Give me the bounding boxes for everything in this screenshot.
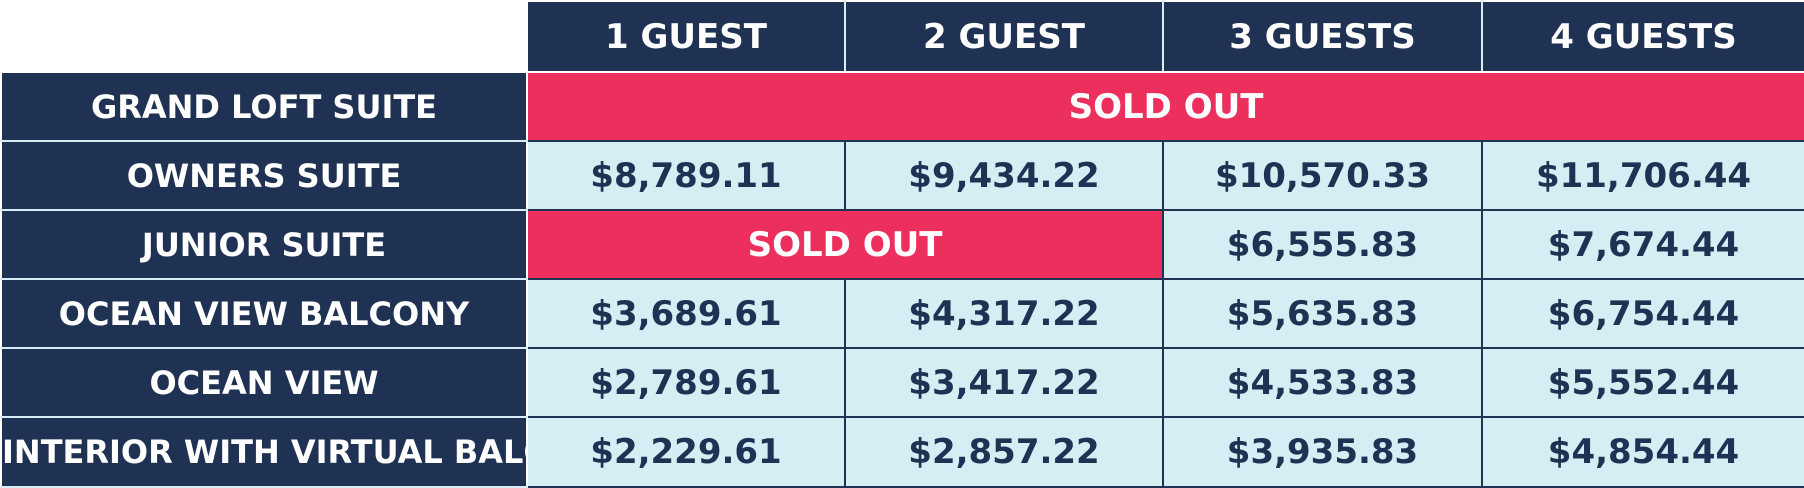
row-header-owners-suite: OWNERS SUITE <box>0 140 528 211</box>
price-cell: $3,689.61 <box>526 278 846 349</box>
column-header-1-guest: 1 GUEST <box>526 0 846 73</box>
column-header-3-guests: 3 GUESTS <box>1162 0 1483 73</box>
price-cell: $6,555.83 <box>1162 209 1483 280</box>
price-cell: $5,552.44 <box>1481 347 1804 418</box>
row-header-grand-loft-suite: GRAND LOFT SUITE <box>0 71 528 142</box>
row-header-junior-suite: JUNIOR SUITE <box>0 209 528 280</box>
price-cell: $2,229.61 <box>526 416 846 488</box>
price-cell: $3,417.22 <box>844 347 1164 418</box>
table-row: OCEAN VIEW BALCONY $3,689.61 $4,317.22 $… <box>0 278 1804 349</box>
price-cell: $2,857.22 <box>844 416 1164 488</box>
header-row: 1 GUEST 2 GUEST 3 GUESTS 4 GUESTS <box>0 0 1804 73</box>
price-cell: $7,674.44 <box>1481 209 1804 280</box>
price-cell: $10,570.33 <box>1162 140 1483 211</box>
table-row: OWNERS SUITE $8,789.11 $9,434.22 $10,570… <box>0 140 1804 211</box>
corner-cell <box>0 0 528 73</box>
column-header-2-guest: 2 GUEST <box>844 0 1164 73</box>
row-header-interior-with-virtual-balcony: INTERIOR WITH VIRTUAL BALCONY <box>0 416 528 488</box>
price-cell: $8,789.11 <box>526 140 846 211</box>
price-cell: $6,754.44 <box>1481 278 1804 349</box>
price-cell: $3,935.83 <box>1162 416 1483 488</box>
price-cell: $4,317.22 <box>844 278 1164 349</box>
column-header-4-guests: 4 GUESTS <box>1481 0 1804 73</box>
table-row: GRAND LOFT SUITE SOLD OUT <box>0 71 1804 142</box>
row-header-ocean-view-balcony: OCEAN VIEW BALCONY <box>0 278 528 349</box>
price-cell: $9,434.22 <box>844 140 1164 211</box>
sold-out-cell: SOLD OUT <box>526 71 1804 142</box>
price-cell: $2,789.61 <box>526 347 846 418</box>
row-header-ocean-view: OCEAN VIEW <box>0 347 528 418</box>
sold-out-cell: SOLD OUT <box>526 209 1164 280</box>
price-cell: $11,706.44 <box>1481 140 1804 211</box>
table-row: INTERIOR WITH VIRTUAL BALCONY $2,229.61 … <box>0 416 1804 488</box>
table-row: OCEAN VIEW $2,789.61 $3,417.22 $4,533.83… <box>0 347 1804 418</box>
table-row: JUNIOR SUITE SOLD OUT $6,555.83 $7,674.4… <box>0 209 1804 280</box>
price-cell: $5,635.83 <box>1162 278 1483 349</box>
price-cell: $4,533.83 <box>1162 347 1483 418</box>
price-cell: $4,854.44 <box>1481 416 1804 488</box>
